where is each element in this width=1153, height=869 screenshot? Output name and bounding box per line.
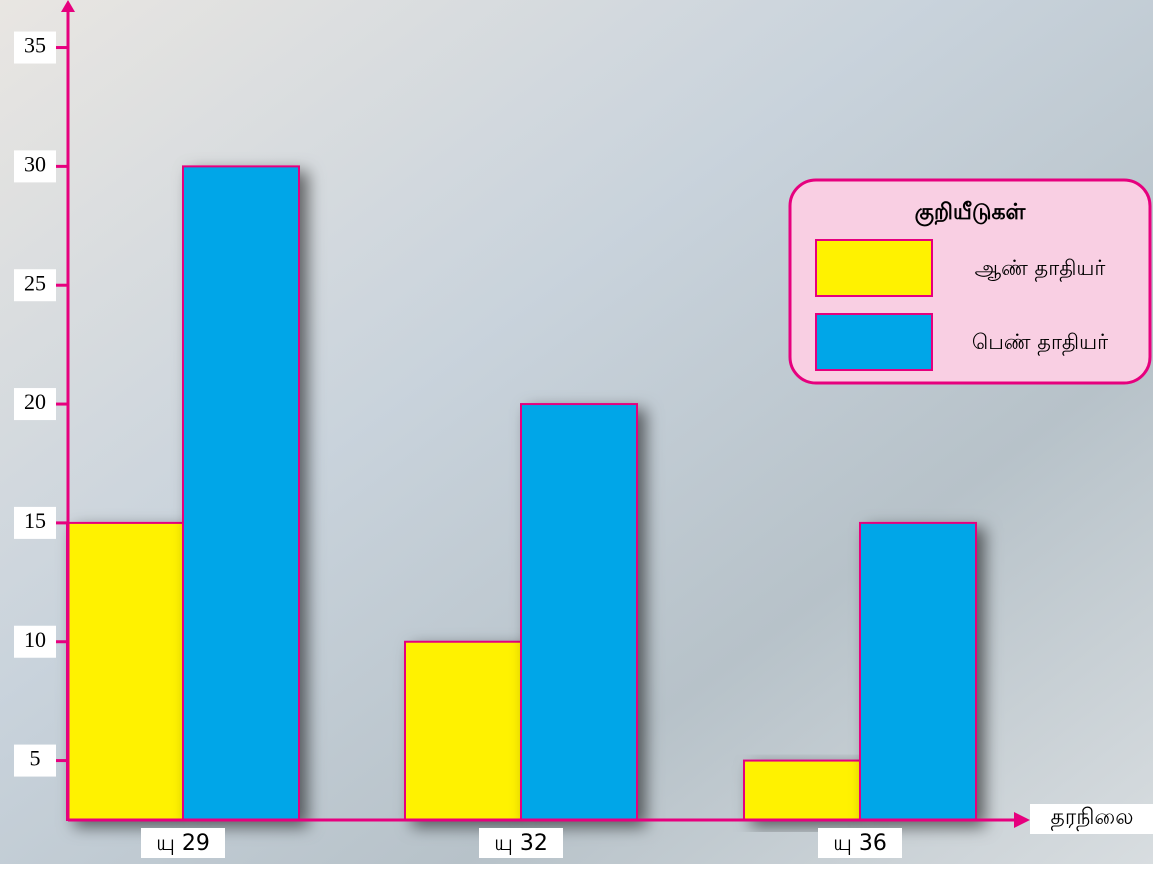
bar <box>860 523 976 820</box>
legend-swatch <box>816 240 932 296</box>
y-tick-label: 20 <box>24 389 46 414</box>
x-tick-label: யு 36 <box>833 831 887 856</box>
chart: குறியீடுகள் ஆண் தாதியர் பெண் தாதியர் யு 2… <box>0 0 1153 864</box>
bar <box>521 404 637 820</box>
legend-swatch <box>816 314 932 370</box>
bar <box>405 642 521 820</box>
y-tick-label: 30 <box>24 151 46 176</box>
legend-title: குறியீடுகள் <box>915 200 1027 227</box>
y-tick-label: 25 <box>24 270 46 295</box>
x-tick-label: யு 29 <box>156 831 210 856</box>
y-tick-label: 10 <box>24 627 46 652</box>
legend: குறியீடுகள் ஆண் தாதியர் பெண் தாதியர் <box>790 180 1150 383</box>
bar <box>744 761 860 820</box>
bar <box>183 166 299 820</box>
y-tick-label: 5 <box>30 746 41 771</box>
legend-label: பெண் தாதியர் <box>972 330 1108 356</box>
x-axis-title: தரநிலை <box>1051 805 1134 831</box>
x-tick-label: யு 32 <box>494 831 548 856</box>
y-tick-label: 15 <box>24 508 46 533</box>
legend-label: ஆண் தாதியர் <box>975 256 1106 282</box>
bar <box>67 523 183 820</box>
y-tick-label: 35 <box>24 33 46 58</box>
